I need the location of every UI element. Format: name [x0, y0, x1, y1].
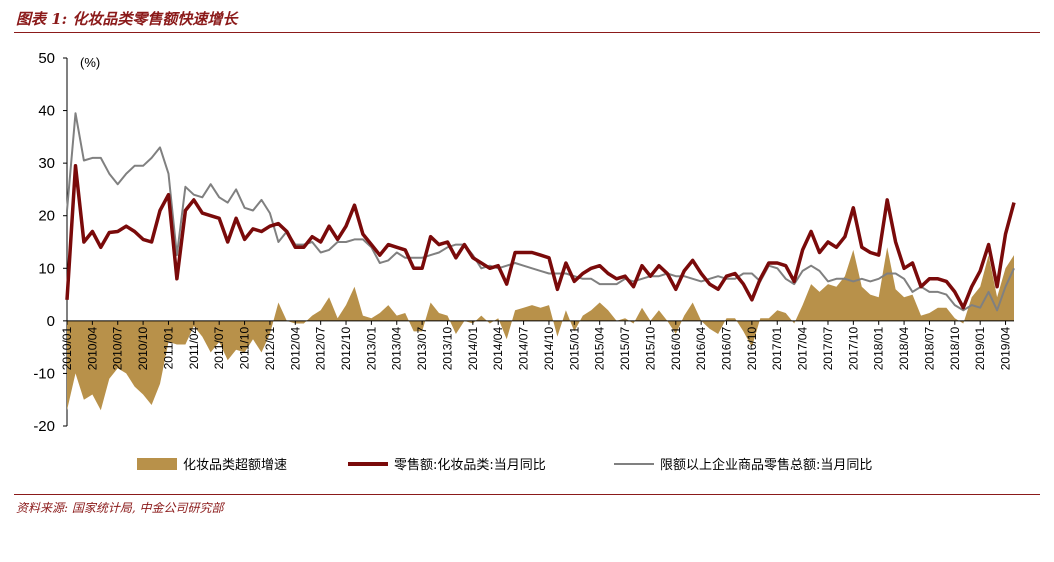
legend-swatch-area: [137, 458, 177, 470]
legend-label-cosmetics: 零售额:化妆品类:当月同比: [394, 457, 546, 473]
y-tick-label: 40: [38, 103, 55, 120]
x-tick-label: 2014/10: [542, 327, 556, 371]
series-total-retail-line: [66, 112, 1015, 312]
x-tick-label: 2019/01: [973, 327, 987, 371]
x-tick-label: 2012/04: [288, 327, 302, 371]
x-tick-label: 2016/10: [745, 327, 759, 371]
x-tick-label: 2012/07: [314, 327, 328, 371]
x-tick-label: 2019/04: [999, 327, 1013, 371]
x-tick-label: 2014/07: [517, 327, 531, 371]
y-tick-label: -20: [33, 418, 55, 435]
chart-svg: -20 -10 0 10 20 30 40 50 (%) 2010/01 2010/04 2010/0…: [33, 50, 1016, 473]
x-tick-label: 2018/07: [922, 327, 936, 371]
x-tick-label: 2010/01: [60, 327, 74, 371]
x-tick-label: 2011/04: [187, 327, 201, 370]
x-tick-label: 2010/10: [136, 327, 150, 371]
x-tick-label: 2013/01: [364, 327, 378, 371]
y-tick-label: -10: [33, 365, 55, 382]
x-tick-label: 2017/07: [821, 327, 835, 371]
series-excess-growth-area: [67, 247, 1014, 411]
x-tick-label: 2018/04: [897, 327, 911, 371]
x-tick-label: 2017/04: [796, 327, 810, 371]
x-tick-label: 2013/04: [390, 327, 404, 371]
y-tick-label: 0: [47, 313, 55, 330]
x-tick-label: 2012/01: [263, 327, 277, 371]
x-tick-label: 2016/07: [720, 327, 734, 371]
y-tick-label: 30: [38, 155, 55, 172]
x-tick-label: 2010/04: [85, 327, 99, 371]
title-bar: 图表 1: 化妆品类零售额快速增长: [14, 6, 1040, 33]
y-tick-label: 50: [38, 50, 55, 67]
chart-title: 图表 1: 化妆品类零售额快速增长: [16, 10, 238, 28]
x-tick-label: 2014/04: [491, 327, 505, 371]
legend-label-excess: 化妆品类超额增速: [183, 458, 287, 473]
x-tick-label: 2015/10: [643, 327, 657, 371]
footer-rule: [14, 494, 1040, 495]
x-tick-label: 2016/04: [694, 327, 708, 371]
x-tick-label: 2015/04: [593, 327, 607, 371]
x-tick-label: 2017/01: [770, 327, 784, 371]
source-note: 资料来源: 国家统计局, 中金公司研究部: [16, 501, 224, 515]
x-tick-label: 2011/07: [212, 327, 226, 370]
x-tick-label: 2018/10: [948, 327, 962, 371]
x-tick-label: 2016/01: [669, 327, 683, 371]
legend-label-total: 限额以上企业商品零售总额:当月同比: [660, 457, 872, 473]
x-tick-label: 2015/01: [567, 327, 581, 371]
x-tick-label: 2011/10: [238, 327, 252, 370]
y-unit-label: (%): [80, 55, 100, 70]
x-tick-label: 2018/01: [872, 327, 886, 371]
x-tick-label: 2013/10: [440, 327, 454, 371]
series-cosmetics-line: [65, 164, 1016, 310]
x-tick-label: 2013/07: [415, 327, 429, 371]
x-tick-label: 2014/01: [466, 327, 480, 371]
x-tick-label: 2011/01: [161, 327, 175, 370]
x-tick-label: 2012/10: [339, 327, 353, 371]
y-tick-label: 20: [38, 208, 55, 225]
x-tick-label: 2017/10: [846, 327, 860, 371]
y-tick-label: 10: [38, 260, 55, 277]
x-tick-label: 2010/07: [111, 327, 125, 371]
x-tick-label: 2015/07: [618, 327, 632, 371]
